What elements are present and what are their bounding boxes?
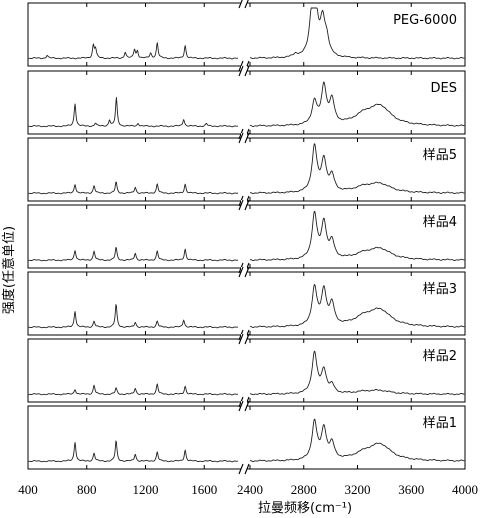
axis-break-slash: [238, 463, 244, 475]
axis-break-gap: [241, 464, 247, 474]
x-tick-label: 800: [77, 482, 97, 497]
x-tick-label: 1600: [191, 482, 217, 497]
axis-break-slash: [238, 400, 244, 412]
axis-break-slash: [238, 0, 243, 9]
axis-break-slash: [244, 400, 250, 412]
spectrum-line: [28, 181, 239, 195]
axis-break-slash: [244, 266, 250, 278]
axis-break-gap: [241, 133, 247, 143]
axis-break-gap: [241, 267, 247, 277]
spectrum-panel: 样品3: [27, 266, 466, 341]
spectrum-line: [250, 350, 465, 396]
panel-frame: [27, 137, 466, 202]
x-axis-title: 拉曼频移(cm⁻¹): [258, 501, 352, 516]
axis-break-gap: [241, 401, 247, 411]
spectrum-panel: 样品2: [27, 333, 466, 408]
axis-break-gap: [241, 334, 247, 344]
axis-break-gap: [241, 0, 247, 8]
spectrum-line: [28, 440, 239, 463]
y-axis-title: 强度(任意单位): [1, 226, 17, 314]
axis-break-slash: [238, 199, 244, 211]
spectrum-panel: 样品4: [27, 199, 466, 274]
axis-break-gap: [241, 200, 247, 210]
axis-break-slash: [244, 463, 250, 475]
axis-break-slash: [238, 333, 244, 345]
axis-break-slash: [244, 0, 249, 9]
spectrum-line: [28, 97, 239, 128]
spectrum-line: [28, 304, 239, 329]
panel-frame: [27, 338, 466, 403]
x-tick-label: 400: [18, 482, 38, 497]
panel-label: 样品4: [423, 215, 457, 230]
panel-label: PEG-6000: [393, 13, 457, 28]
panel-frame: [27, 405, 466, 470]
x-tick-label: 2400: [237, 482, 263, 497]
spectrum-line: [28, 42, 239, 60]
spectrum-line: [249, 7, 465, 60]
axis-break-gap: [241, 66, 247, 76]
axis-break-slash: [244, 65, 250, 77]
panel-frame: [27, 70, 466, 135]
panel-frame: [27, 204, 466, 269]
panel-label: 样品1: [423, 416, 457, 431]
spectrum-line: [28, 383, 239, 396]
spectrum-panel: PEG-6000: [27, 0, 466, 72]
spectrum-line: [249, 81, 465, 127]
spectrum-line: [28, 247, 239, 262]
x-tick-label: 4000: [452, 482, 478, 497]
spectrum-line: [249, 418, 465, 462]
axis-break-slash: [244, 132, 250, 144]
axis-break-slash: [244, 199, 250, 211]
spectrum-panel: 样品5: [27, 132, 466, 207]
spectrum-line: [250, 284, 465, 328]
panel-label: 样品3: [423, 282, 457, 297]
spectrum-panel: 样品1: [27, 400, 466, 475]
spectrum-line: [249, 210, 465, 262]
x-tick-label: 1200: [132, 482, 158, 497]
spectrum-panel: DES: [27, 65, 466, 140]
panel-label: DES: [431, 81, 457, 96]
x-tick-label: 2800: [291, 482, 317, 497]
spectrum-line: [250, 143, 465, 195]
x-tick-label: 3200: [345, 482, 371, 497]
axis-break-slash: [244, 333, 250, 345]
x-tick-label: 3600: [398, 482, 424, 497]
panel-label: 样品2: [423, 349, 457, 364]
axis-break-slash: [238, 266, 244, 278]
axis-break-slash: [238, 132, 244, 144]
axis-break-slash: [238, 65, 244, 77]
x-axis: 400 800 1200 1600 2400 2800 3200 3600 4000: [18, 482, 478, 497]
panel-frame: [27, 271, 466, 336]
panel-label: 样品5: [423, 148, 457, 163]
panels-group: PEG-6000 DES 样品5 样品4 样品3 样品2 样品1: [27, 0, 466, 475]
